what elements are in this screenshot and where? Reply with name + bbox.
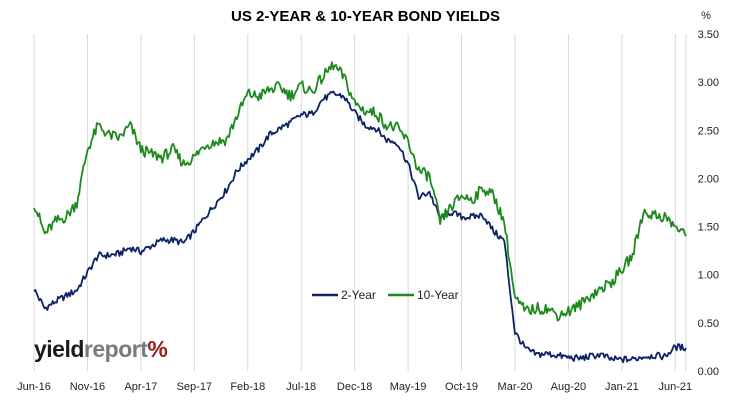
yieldreport-logo: yieldreport%: [34, 336, 168, 362]
x-tick-label: Feb-18: [230, 381, 265, 393]
x-tick-label: Sep-17: [177, 381, 212, 393]
chart-title: US 2-YEAR & 10-YEAR BOND YIELDS: [231, 8, 500, 25]
y-axis-ticks: 0.00 0.50 1.00 1.50 2.00 2.50 3.00 3.50: [698, 29, 719, 378]
y-tick-label: 1.00: [698, 270, 719, 282]
series-line-2-year: [33, 90, 687, 364]
x-tick-label: Jul-18: [286, 381, 316, 393]
vertical-gridlines: [33, 34, 687, 371]
y-tick-label: 3.00: [698, 77, 719, 89]
x-tick-label: Mar-20: [498, 381, 533, 393]
y-axis-unit: %: [701, 10, 711, 22]
y-tick-label: 1.50: [698, 222, 719, 234]
x-tick-label: Dec-18: [337, 381, 372, 393]
legend-label-2-year: 2-Year: [341, 288, 376, 302]
y-tick-label: 0.00: [698, 366, 719, 378]
x-tick-label: Oct-19: [445, 381, 478, 393]
x-tick-label: Nov-16: [70, 381, 105, 393]
x-tick-label: Jun-21: [658, 381, 692, 393]
legend: 2-Year 10-Year: [312, 288, 459, 302]
series-lines: [33, 61, 687, 364]
legend-label-10-year: 10-Year: [417, 288, 459, 302]
x-tick-label: May-19: [390, 381, 427, 393]
y-tick-label: 2.50: [698, 125, 719, 137]
x-axis-ticks: Jun-16 Nov-16 Apr-17 Sep-17 Feb-18 Jul-18 Dec-…: [17, 381, 692, 393]
y-tick-label: 0.50: [698, 318, 719, 330]
x-tick-label: Aug-20: [551, 381, 586, 393]
y-tick-label: 2.00: [698, 173, 719, 185]
x-tick-label: Jan-21: [605, 381, 639, 393]
y-tick-label: 3.50: [698, 29, 719, 41]
series-line-10-year: [33, 61, 687, 322]
x-tick-label: Jun-16: [17, 381, 51, 393]
x-tick-label: Apr-17: [124, 381, 157, 393]
